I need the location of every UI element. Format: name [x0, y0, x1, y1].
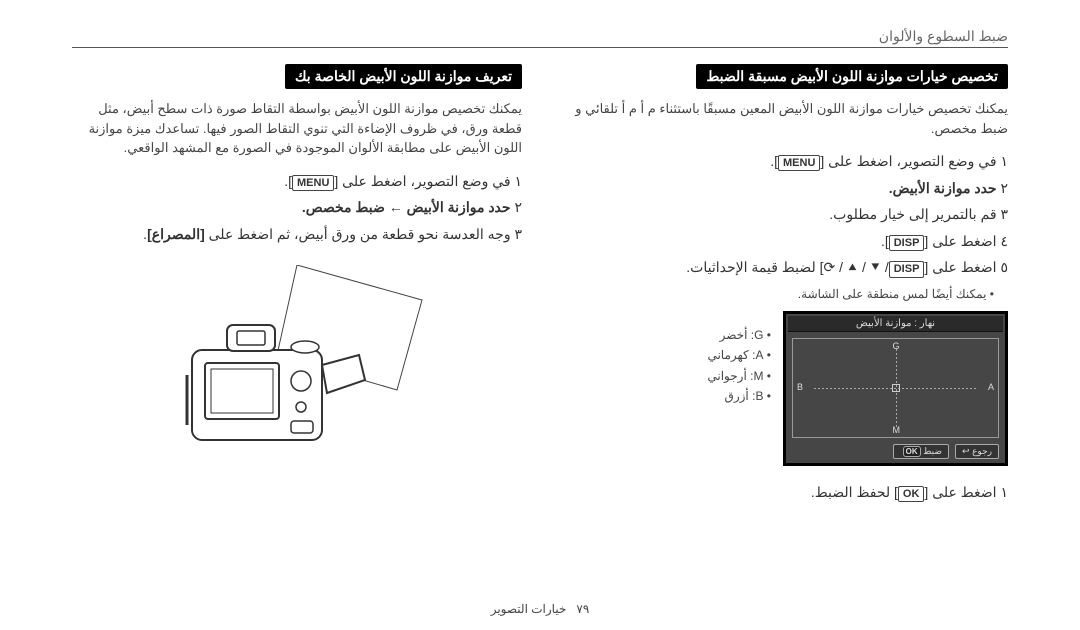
right-column: تخصيص خيارات موازنة اللون الأبيض مسبقة ا… [558, 64, 1008, 502]
color-legend: G: أخضر A: كهرماني M: أرجواني B: أزرق [707, 325, 771, 407]
shutter-label: [المصراع] [147, 226, 205, 242]
preset-steps: في وضع التصوير، اضغط على [MENU]. حدد موا… [558, 148, 1008, 281]
ok-pill: OK [903, 446, 921, 457]
legend-b: B: أزرق [707, 386, 771, 406]
preset-step-4: اضغط على [DISP]. [558, 228, 1008, 255]
step1-pre: في وضع التصوير، اضغط على [824, 153, 996, 169]
axis-m: M [893, 425, 901, 435]
menu-button-label-2: MENU [292, 175, 334, 191]
preset-step-5: اضغط على [DISP/ ⯆ / ⯅ / ⟳] لضبط قيمة الإ… [558, 254, 1008, 281]
custom-steps: في وضع التصوير، اضغط على [MENU]. حدد موا… [72, 168, 522, 248]
menu-button-label: MENU [778, 155, 820, 171]
axis-b: B [797, 382, 803, 392]
ok-button-label: OK [898, 486, 925, 502]
preset-intro: يمكنك تخصيص خيارات موازنة اللون الأبيض ا… [558, 99, 1008, 138]
step5-icons: / ⯆ / ⯅ / ⟳ [823, 259, 888, 275]
back-button[interactable]: ↩ رجوع [955, 444, 999, 459]
custom-intro: يمكنك تخصيص موازنة اللون الأبيض بواسطة ا… [72, 99, 522, 158]
step1-post: . [770, 153, 774, 169]
page-header-title: ضبط السطوع والألوان [879, 28, 1008, 44]
step2-text: حدد موازنة الأبيض. [889, 180, 997, 196]
save-pre: اضغط على [928, 484, 996, 500]
preset-step-3: قم بالتمرير إلى خيار مطلوب. [558, 201, 1008, 228]
axis-a: A [988, 382, 994, 392]
touch-note: • يمكنك أيضًا لمس منطقة على الشاشة. [558, 287, 994, 301]
axis-g: G [893, 341, 900, 351]
content-columns: تخصيص خيارات موازنة اللون الأبيض مسبقة ا… [72, 64, 1008, 502]
preset-step-2: حدد موازنة الأبيض. [558, 175, 1008, 202]
preset-step-1: في وضع التصوير، اضغط على [MENU]. [558, 148, 1008, 175]
camera-illustration [167, 265, 427, 455]
page-footer: ٧٩ خيارات التصوير [72, 602, 1008, 616]
step4-pre: اضغط على [928, 233, 996, 249]
step5-pre: اضغط على [928, 259, 996, 275]
section-title-custom: تعريف موازنة اللون الأبيض الخاصة بك [285, 64, 522, 89]
footer-label: خيارات التصوير [491, 602, 567, 616]
footer-page: ٧٩ [576, 602, 589, 616]
set-button[interactable]: OK ضبط [893, 444, 949, 459]
disp-button-label-2: DISP [889, 261, 925, 277]
custom-step-3: وجه العدسة نحو قطعة من ورق أبيض، ثم اضغط… [72, 221, 522, 248]
step5-post: لضبط قيمة الإحداثيات. [686, 259, 819, 275]
adjust-frame: G M A B [792, 338, 999, 438]
legend-m: M: أرجواني [707, 366, 771, 386]
save-step: اضغط على [OK] لحفظ الضبط. [558, 484, 1008, 502]
custom-step-1: في وضع التصوير، اضغط على [MENU]. [72, 168, 522, 195]
c1-pre: في وضع التصوير، اضغط على [338, 173, 510, 189]
section-title-preset: تخصيص خيارات موازنة اللون الأبيض مسبقة ا… [696, 64, 1008, 89]
page-header: ضبط السطوع والألوان [72, 28, 1008, 48]
c1-post: . [284, 173, 288, 189]
save-post: لحفظ الضبط. [811, 484, 894, 500]
screen-mock: نهار : موازنة الأبيض G M A B OK ضبط ↩ رج… [783, 311, 1008, 466]
c3-pre: وجه العدسة نحو قطعة من ورق أبيض، ثم اضغط… [205, 226, 511, 242]
camera-illustration-wrap [72, 265, 522, 455]
screen-buttons: OK ضبط ↩ رجوع [792, 444, 999, 459]
center-marker [892, 384, 900, 392]
step4-post: . [881, 233, 885, 249]
left-column: تعريف موازنة اللون الأبيض الخاصة بك يمكن… [72, 64, 522, 502]
custom-step-2: حدد موازنة الأبيض ← ضبط مخصص. [72, 194, 522, 221]
disp-button-label: DISP [889, 235, 925, 251]
save-step-list: اضغط على [OK] لحفظ الضبط. [558, 484, 1008, 502]
screen-title: نهار : موازنة الأبيض [788, 316, 1003, 332]
legend-a: A: كهرماني [707, 345, 771, 365]
c2-text: حدد موازنة الأبيض ← ضبط مخصص. [302, 199, 511, 215]
legend-g: G: أخضر [707, 325, 771, 345]
device-row: نهار : موازنة الأبيض G M A B OK ضبط ↩ رج… [558, 311, 1008, 466]
